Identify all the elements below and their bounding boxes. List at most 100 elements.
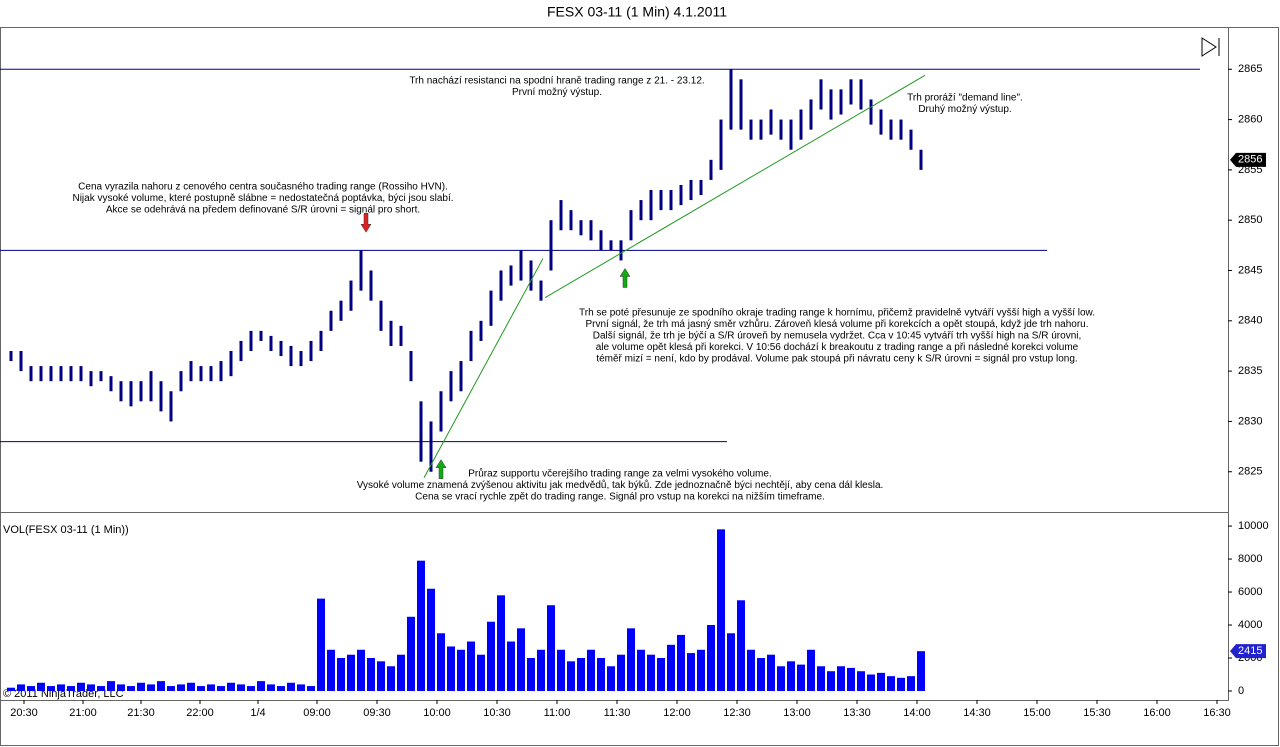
annotation: Průraz supportu včerejšího trading range…	[468, 468, 771, 480]
y-tick-label: 2860	[1238, 113, 1262, 125]
volume-bar	[297, 684, 305, 692]
volume-bar	[477, 654, 485, 692]
annotation: Nijak vysoké volume, které postupně sláb…	[72, 193, 453, 204]
price-bar	[539, 280, 543, 301]
volume-bar	[307, 686, 315, 692]
volume-bar	[187, 682, 195, 692]
volume-bar	[767, 654, 775, 692]
volume-bar	[237, 684, 245, 692]
volume-bar	[217, 686, 225, 692]
x-tick-label: 15:30	[1083, 707, 1111, 719]
volume-bar	[337, 658, 345, 692]
volume-bar	[787, 661, 795, 692]
price-bar	[659, 190, 663, 211]
x-tick-label: 21:30	[127, 707, 155, 719]
x-tick-label: 13:30	[843, 707, 871, 719]
price-bar	[439, 391, 443, 432]
price-bar	[409, 351, 413, 382]
price-bar	[519, 250, 523, 281]
volume-bar	[797, 664, 805, 692]
annotation: Trh nachází resistanci na spodní hraně t…	[409, 76, 704, 87]
volume-bar	[747, 649, 755, 692]
price-bar	[909, 129, 913, 150]
price-bar	[729, 69, 733, 130]
volume-bar	[467, 641, 475, 692]
volume-bar	[907, 676, 915, 692]
price-bar	[199, 366, 203, 382]
volume-bar	[677, 634, 685, 692]
price-bar	[749, 119, 753, 140]
price-bar	[379, 300, 383, 331]
signal-arrow	[435, 459, 447, 479]
price-bar	[389, 320, 393, 346]
annotation: ale volume opět klesá při korekci. V 10:…	[596, 342, 1079, 353]
x-tick-label: 12:00	[663, 707, 691, 719]
annotation: téměř mizí = není, kdo by prodával. Volu…	[596, 354, 1077, 365]
price-bar	[719, 119, 723, 170]
volume-bar	[407, 616, 415, 692]
volume-bar	[617, 654, 625, 692]
price-bar	[219, 361, 223, 382]
y-tick-label: 2845	[1238, 264, 1262, 276]
volume-bar	[717, 529, 725, 692]
annotation: Akce se odehrává na předem definované S/…	[106, 205, 420, 216]
play-icon[interactable]	[1201, 37, 1220, 57]
volume-bar	[347, 654, 355, 692]
price-bar	[69, 366, 73, 382]
x-tick-label: 14:00	[903, 707, 931, 719]
volume-bar	[427, 588, 435, 692]
price-bar	[629, 210, 633, 241]
volume-bar	[197, 686, 205, 692]
price-bar	[599, 230, 603, 251]
volume-bar	[247, 686, 255, 692]
volume-bar	[517, 628, 525, 692]
volume-bar	[267, 684, 275, 692]
volume-bar	[207, 684, 215, 692]
price-bar	[639, 200, 643, 221]
x-tick-label: 20:30	[10, 707, 38, 719]
price-bar	[899, 119, 903, 140]
price-bar	[789, 119, 793, 150]
volume-bar	[897, 677, 905, 692]
volume-bar	[827, 671, 835, 692]
price-bar	[29, 366, 33, 382]
volume-bar	[557, 649, 565, 692]
annotation: Cena se vrací rychle zpět do trading ran…	[415, 492, 825, 503]
y-tick-label: 2840	[1238, 315, 1262, 327]
volume-bar	[387, 666, 395, 692]
volume-bar	[137, 682, 145, 692]
price-bar	[169, 391, 173, 422]
volume-bar	[627, 628, 635, 692]
volume-bar	[67, 686, 75, 692]
price-bar	[359, 250, 363, 291]
volume-bar	[607, 666, 615, 692]
volume-bar	[97, 686, 105, 692]
y-tick-label: 2850	[1238, 214, 1262, 226]
volume-bar	[437, 633, 445, 692]
x-tick-label: 11:30	[604, 707, 631, 719]
volume-bar	[57, 684, 65, 692]
volume-bar	[107, 681, 115, 692]
price-bar	[739, 79, 743, 130]
x-tick-label: 16:30	[1203, 707, 1231, 719]
volume-bar	[587, 649, 595, 692]
last-volume: 2415	[1238, 645, 1262, 657]
volume-bar	[147, 684, 155, 692]
price-bar	[79, 366, 83, 382]
price-bar	[879, 109, 883, 135]
volume-bar	[807, 649, 815, 692]
price-bar	[479, 320, 483, 341]
price-bar	[39, 366, 43, 382]
x-tick-label: 10:00	[423, 707, 451, 719]
price-bar	[579, 220, 583, 236]
volume-bar	[447, 646, 455, 692]
annotation: Cena vyrazila nahoru z cenového centra s…	[78, 182, 448, 193]
price-panel	[0, 27, 1229, 513]
annotation: Druhý možný výstup.	[918, 104, 1011, 115]
volume-bar	[257, 681, 265, 692]
volume-bar	[277, 686, 285, 692]
price-bar	[859, 79, 863, 110]
volume-bar	[7, 687, 15, 692]
volume-bar	[157, 681, 165, 692]
